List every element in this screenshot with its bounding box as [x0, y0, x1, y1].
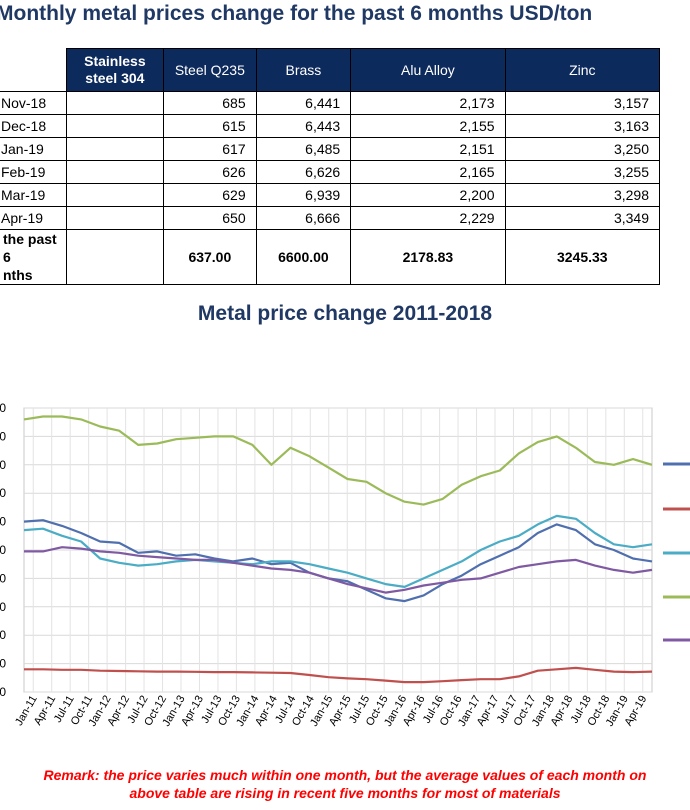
- y-tick-label: 0: [0, 458, 6, 472]
- table-row: Feb-19 626 6,626 2,165 3,255: [0, 160, 661, 184]
- table-cell: 2,151: [350, 137, 506, 161]
- column-header: Steel Q235: [163, 48, 257, 92]
- table-cell: 3,157: [504, 91, 661, 115]
- y-tick-label: 0: [0, 657, 6, 671]
- row-month: Jan-19: [0, 137, 67, 161]
- table-cell: 3,250: [504, 137, 661, 161]
- table-cell: [65, 91, 165, 115]
- y-tick-label: 0: [0, 429, 6, 443]
- table-cell: 6,441: [255, 91, 352, 115]
- table-cell: 6,939: [255, 183, 352, 207]
- table-cell: [65, 183, 165, 207]
- series-line: [24, 666, 653, 684]
- average-cell: 637.00: [163, 229, 257, 285]
- column-header: Zinc: [504, 48, 661, 92]
- series-line: [23, 519, 653, 603]
- series-line: [24, 546, 653, 594]
- table-cell: 626: [163, 160, 257, 184]
- table-cell: 629: [163, 183, 257, 207]
- table-cell: 2,165: [350, 160, 506, 184]
- table-cell: 3,163: [504, 114, 661, 138]
- table-row: Jan-19 617 6,485 2,151 3,250: [0, 137, 661, 161]
- table-row: Apr-19 650 6,666 2,229 3,349: [0, 206, 661, 230]
- y-tick-label: 0: [0, 600, 6, 614]
- table-cell: 3,255: [504, 160, 661, 184]
- table-corner: [0, 48, 67, 92]
- table-row: Nov-18 685 6,441 2,173 3,157: [0, 91, 661, 115]
- table-cell: [65, 114, 165, 138]
- line-chart: 00000000000Jan-11Apr-11Jul-11Oct-11Jan-1…: [0, 401, 690, 729]
- average-row: the past 6 nths 637.00 6600.00 2178.83 3…: [0, 229, 661, 285]
- table-cell: 615: [163, 114, 257, 138]
- table-cell: 685: [163, 91, 257, 115]
- average-cell: 2178.83: [350, 229, 506, 285]
- y-tick-label: 0: [0, 543, 6, 557]
- row-month: Apr-19: [0, 206, 67, 230]
- table-cell: 2,155: [350, 114, 506, 138]
- series-line: [23, 514, 653, 588]
- table-cell: 3,298: [504, 183, 661, 207]
- table-cell: [65, 206, 165, 230]
- table-cell: 6,485: [255, 137, 352, 161]
- remark: Remark: the price varies much within one…: [0, 766, 690, 802]
- table-row: Dec-18 615 6,443 2,155 3,163: [0, 114, 661, 138]
- average-label-line: the past 6: [3, 231, 57, 265]
- y-tick-label: 0: [0, 628, 6, 642]
- table-cell: 6,443: [255, 114, 352, 138]
- y-tick-label: 0: [0, 515, 6, 529]
- remark-line: above table are rising in recent five mo…: [129, 785, 561, 801]
- table-cell: 2,200: [350, 183, 506, 207]
- series-line: [23, 415, 653, 506]
- row-month: Dec-18: [0, 114, 67, 138]
- y-tick-label: 0: [0, 486, 6, 500]
- table-cell: 3,349: [504, 206, 661, 230]
- row-month: Feb-19: [0, 160, 67, 184]
- row-month: Mar-19: [0, 183, 67, 207]
- table-cell: 650: [163, 206, 257, 230]
- average-label: the past 6 nths: [0, 229, 67, 285]
- y-tick-label: 0: [0, 685, 6, 699]
- table-cell: [65, 160, 165, 184]
- table-cell: 6,666: [255, 206, 352, 230]
- table-cell: 617: [163, 137, 257, 161]
- y-tick-label: 0: [0, 401, 6, 415]
- table-row: Mar-19 629 6,939 2,200 3,298: [0, 183, 661, 207]
- table-cell: 2,229: [350, 206, 506, 230]
- chart-title: Metal price change 2011-2018: [197, 302, 493, 325]
- page-title: Monthly metal prices change for the past…: [0, 2, 593, 25]
- row-month: Nov-18: [0, 91, 67, 115]
- average-cell: 3245.33: [504, 229, 661, 285]
- y-tick-label: 0: [0, 571, 6, 585]
- table-cell: 6,626: [255, 160, 352, 184]
- column-header: Brass: [255, 48, 352, 92]
- table-header-row: Stainless steel 304 Steel Q235 Brass Alu…: [0, 48, 661, 92]
- remark-line: Remark: the price varies much within one…: [43, 767, 647, 783]
- price-table: Stainless steel 304 Steel Q235 Brass Alu…: [0, 48, 661, 285]
- average-cell: [65, 229, 165, 285]
- average-cell: 6600.00: [255, 229, 352, 285]
- table-cell: 2,173: [350, 91, 506, 115]
- table-cell: [65, 137, 165, 161]
- column-header: Alu Alloy: [350, 48, 506, 92]
- average-label-line: nths: [3, 267, 33, 283]
- column-header: Stainless steel 304: [65, 48, 165, 92]
